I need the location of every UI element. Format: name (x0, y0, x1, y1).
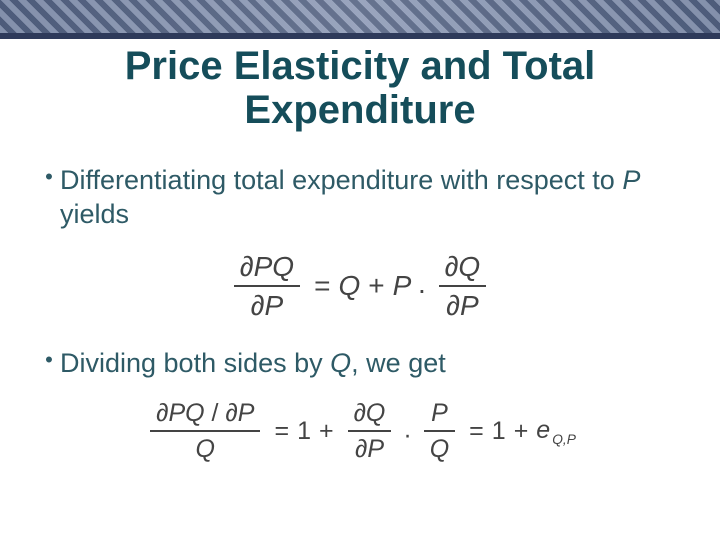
eq1-rhs-num: ∂Q (439, 250, 487, 284)
eq2-equals-2: = (469, 417, 484, 446)
eq2-equals: = (274, 417, 289, 446)
bullet-1-text: Differentiating total expenditure with r… (60, 164, 682, 232)
bullet-1-part2: yields (60, 199, 129, 229)
eq2-lhs-slash: / (205, 399, 226, 427)
eq2-e: eQ,P (536, 416, 576, 447)
eq2-one-2: 1 (492, 417, 506, 446)
eq2-dot: · (403, 421, 411, 450)
eq1-plus: + (368, 270, 384, 302)
bullet-2-part2: , we get (351, 348, 446, 378)
title-line-1: Price Elasticity and Total (125, 44, 596, 88)
eq2-lhs-num: ∂PQ / ∂P (150, 398, 260, 428)
decorative-banner (0, 0, 720, 36)
eq1-rhs-frac: ∂Q ∂P (439, 250, 487, 323)
eq2-plus: + (319, 417, 334, 446)
eq1-Q: Q (338, 270, 360, 302)
eq1-equals: = (314, 270, 330, 302)
eq1-lhs-num: ∂PQ (234, 250, 300, 284)
eq2-frac3: P Q (424, 398, 455, 464)
eq2-e-letter: e (536, 416, 550, 444)
eq2-frac3-num: P (425, 398, 454, 428)
eq2-plus-2: + (514, 417, 529, 446)
equation-1: ∂PQ ∂P = Q + P · ∂Q ∂P (38, 250, 682, 323)
eq2-frac3-den: Q (424, 434, 455, 464)
eq1-lhs-frac: ∂PQ ∂P (234, 250, 300, 323)
bullet-dot: • (38, 164, 60, 190)
bullet-1-part1: Differentiating total expenditure with r… (60, 165, 622, 195)
page-title: Price Elasticity and Total Expenditure (0, 44, 720, 132)
eq2-frac2: ∂Q ∂P (348, 398, 392, 464)
bullet-2-part1: Dividing both sides by (60, 348, 330, 378)
equation-2: ∂PQ / ∂P Q = 1 + ∂Q ∂P · P Q = 1 + (38, 398, 682, 464)
fraction-bar (234, 285, 300, 287)
fraction-bar (150, 430, 260, 432)
eq1-rhs-den: ∂P (440, 289, 485, 323)
eq1-dot: · (417, 274, 426, 306)
eq1-lhs-den: ∂P (245, 289, 290, 323)
eq2-e-sub: Q,P (552, 432, 576, 447)
fraction-bar (424, 430, 455, 432)
bullet-2-italic: Q (330, 348, 351, 378)
equation-1-body: ∂PQ ∂P = Q + P · ∂Q ∂P (228, 250, 492, 323)
bullet-2-text: Dividing both sides by Q, we get (60, 347, 446, 381)
content-area: • Differentiating total expenditure with… (0, 132, 720, 464)
eq2-one: 1 (297, 417, 311, 446)
equation-2-body: ∂PQ / ∂P Q = 1 + ∂Q ∂P · P Q = 1 + (144, 398, 576, 464)
bullet-dot: • (38, 347, 60, 373)
eq2-lhs-frac: ∂PQ / ∂P Q (150, 398, 260, 464)
eq2-frac2-den: ∂P (349, 434, 390, 464)
eq1-P: P (393, 270, 412, 302)
bullet-1-italic: P (622, 165, 640, 195)
fraction-bar (439, 285, 487, 287)
title-line-2: Expenditure (244, 88, 475, 132)
eq2-frac2-num: ∂Q (348, 398, 392, 428)
bullet-1: • Differentiating total expenditure with… (38, 164, 682, 232)
eq2-lhs-num-a: ∂PQ (156, 399, 204, 427)
bullet-2: • Dividing both sides by Q, we get (38, 347, 682, 381)
eq2-lhs-num-b: ∂P (225, 399, 254, 427)
fraction-bar (348, 430, 392, 432)
eq2-lhs-den: Q (190, 434, 221, 464)
